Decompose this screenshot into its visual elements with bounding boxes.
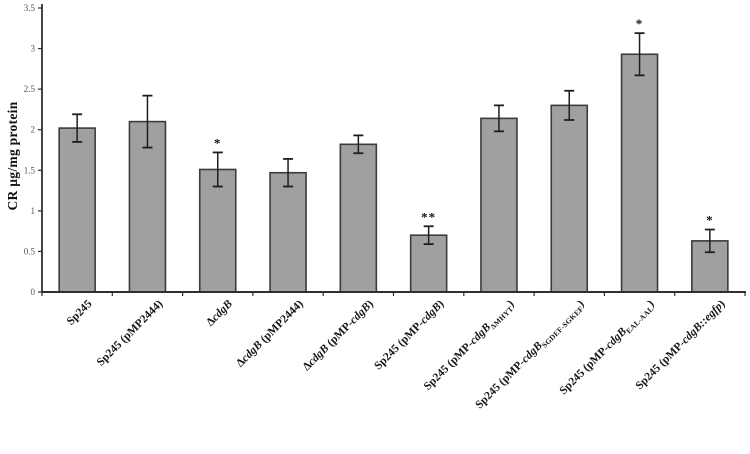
bar (198, 168, 237, 293)
bar (339, 143, 378, 293)
bar (58, 127, 96, 293)
y-axis-tick-label: 1 (31, 206, 36, 216)
y-axis-tick-label: 2.5 (24, 84, 36, 94)
y-axis-title: CR µg/mg protein (5, 101, 20, 211)
y-axis-tick-label: 3.5 (24, 3, 36, 13)
significance-marker: * (214, 135, 222, 150)
bar (620, 53, 659, 293)
y-axis-tick-label: 1.5 (24, 165, 36, 175)
significance-marker: * (706, 213, 714, 228)
bar (128, 120, 167, 293)
bar (550, 104, 589, 293)
y-axis-tick-label: 0.5 (24, 246, 36, 256)
y-axis-tick-label: 3 (31, 44, 36, 54)
bar (480, 117, 518, 293)
significance-marker: ** (421, 209, 436, 224)
y-axis-tick-label: 0 (31, 287, 36, 297)
bar (269, 171, 307, 293)
significance-marker: * (636, 16, 644, 31)
y-axis-tick-label: 2 (31, 125, 36, 135)
